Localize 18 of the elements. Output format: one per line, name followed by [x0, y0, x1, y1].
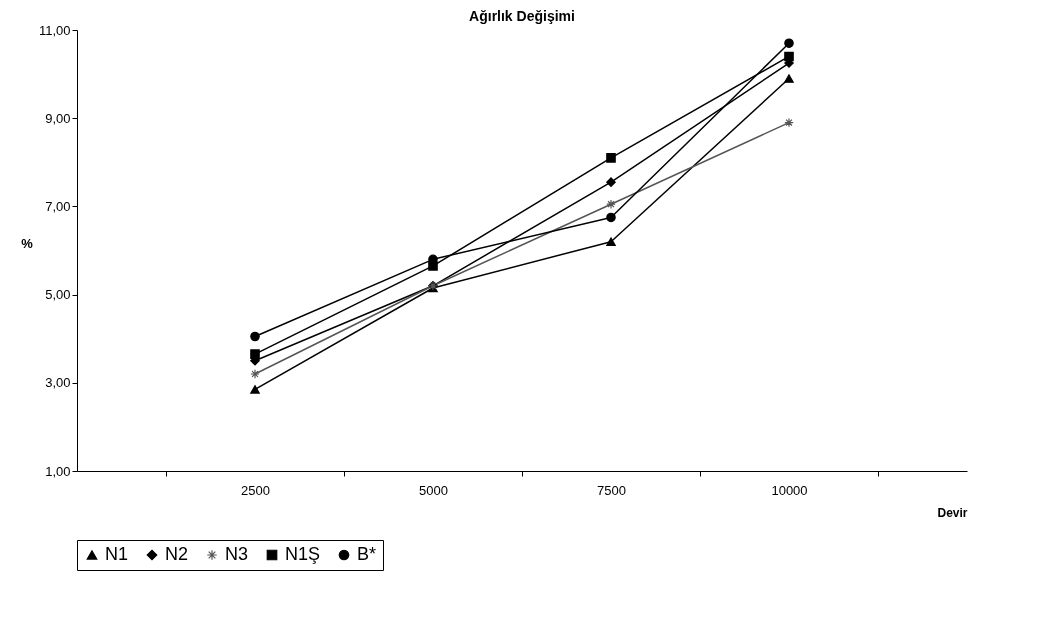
chart-title: Ağırlık Değişimi — [469, 8, 575, 24]
legend-label: N1Ş — [285, 544, 321, 564]
x-tick-label: 10000 — [771, 482, 808, 498]
y-tick-label: 11,00 — [38, 22, 71, 38]
y-tick-label: 3,00 — [45, 375, 71, 391]
x-tick-label: 5000 — [419, 482, 448, 498]
legend-label: N2 — [165, 544, 189, 564]
legend-label: N3 — [225, 544, 249, 564]
legend-label: N1 — [105, 544, 129, 564]
x-axis-title: Devir — [937, 505, 968, 520]
y-tick-label: 9,00 — [45, 110, 71, 126]
x-tick-label: 2500 — [241, 482, 270, 498]
y-tick-label: 5,00 — [45, 287, 71, 303]
legend-label: B* — [357, 544, 377, 564]
y-tick-label: 1,00 — [45, 463, 71, 479]
y-tick-label: 7,00 — [45, 198, 71, 214]
x-tick-label: 7500 — [597, 482, 626, 498]
y-axis-title: % — [21, 236, 34, 251]
